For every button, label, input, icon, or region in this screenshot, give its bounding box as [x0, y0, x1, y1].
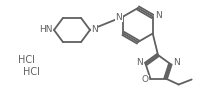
- Text: N: N: [90, 26, 97, 35]
- Text: O: O: [141, 75, 148, 84]
- Text: N: N: [115, 13, 122, 22]
- Text: HN: HN: [39, 26, 53, 35]
- Text: HCl: HCl: [18, 55, 35, 65]
- Text: N: N: [173, 58, 179, 68]
- Text: N: N: [154, 11, 161, 20]
- Text: HCl: HCl: [23, 67, 40, 77]
- Text: N: N: [135, 58, 142, 68]
